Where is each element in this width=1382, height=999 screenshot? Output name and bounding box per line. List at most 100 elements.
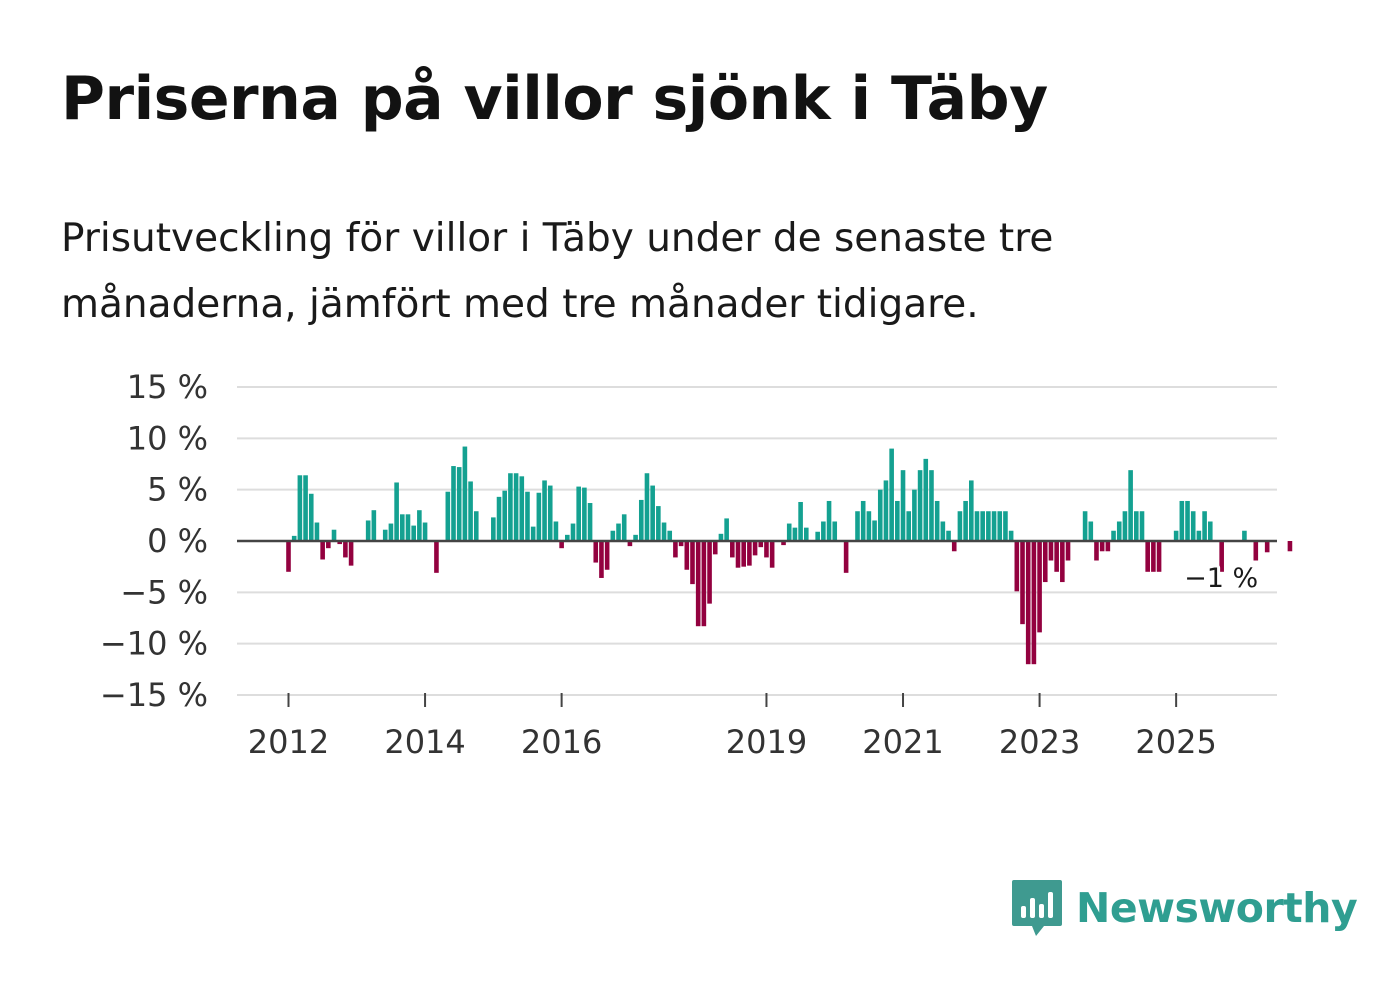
bar xyxy=(468,481,473,541)
bar xyxy=(1122,511,1128,541)
bar xyxy=(821,521,826,541)
bar xyxy=(337,541,343,545)
bar xyxy=(974,511,980,541)
bar xyxy=(297,475,303,541)
bar xyxy=(769,541,775,568)
bar xyxy=(1008,530,1014,541)
bar xyxy=(906,511,912,541)
bar xyxy=(417,510,422,541)
bar xyxy=(758,541,764,548)
bar xyxy=(326,541,331,549)
chart-subtitle: Prisutveckling för villor i Täby under d… xyxy=(61,216,1054,327)
bar xyxy=(815,531,820,541)
x-tick-label: 2021 xyxy=(862,723,943,761)
bar xyxy=(1037,541,1042,633)
bar xyxy=(638,499,644,541)
last-value-label: −1 % xyxy=(1184,563,1258,594)
bar xyxy=(502,490,508,541)
y-tick-label: 15 % xyxy=(127,368,208,406)
bar xyxy=(593,541,599,563)
bar xyxy=(934,500,940,541)
bar xyxy=(690,541,695,585)
bar xyxy=(508,473,513,541)
bar xyxy=(860,500,866,541)
bar xyxy=(872,520,877,541)
x-tick-label: 2025 xyxy=(1135,723,1216,761)
bar xyxy=(291,535,297,541)
bar xyxy=(707,541,712,604)
bar xyxy=(747,541,752,566)
bar xyxy=(991,511,997,541)
bar xyxy=(599,541,604,578)
bar xyxy=(1196,530,1202,541)
bar xyxy=(303,475,308,541)
bar xyxy=(917,470,923,541)
bar xyxy=(473,511,479,541)
bar xyxy=(1219,541,1224,572)
bar xyxy=(644,473,650,541)
bar xyxy=(957,511,963,541)
bar xyxy=(445,491,451,541)
bar xyxy=(1105,541,1111,552)
bar xyxy=(286,541,291,572)
bar xyxy=(582,487,587,541)
bar xyxy=(633,534,638,541)
bar xyxy=(1003,511,1008,541)
bar xyxy=(940,521,946,541)
bar xyxy=(434,541,439,573)
bar xyxy=(843,541,849,573)
bar xyxy=(678,541,684,547)
bar xyxy=(1111,530,1116,541)
bar xyxy=(764,541,769,558)
bar xyxy=(946,530,951,541)
bar xyxy=(661,522,667,541)
bar xyxy=(741,541,746,567)
bar xyxy=(1156,541,1162,572)
bar xyxy=(394,482,399,541)
bar xyxy=(667,530,673,541)
bar xyxy=(456,467,462,541)
bar xyxy=(1190,511,1196,541)
bar xyxy=(1048,541,1054,561)
bar xyxy=(712,541,718,555)
bar xyxy=(616,523,621,541)
bar xyxy=(1139,511,1145,541)
bar xyxy=(855,511,860,541)
bar xyxy=(1151,541,1156,572)
bar xyxy=(997,511,1003,541)
bar xyxy=(530,526,536,541)
bars xyxy=(286,446,1293,665)
y-tick-label: −15 % xyxy=(100,676,208,714)
bar xyxy=(1025,541,1031,665)
bar xyxy=(1065,541,1071,561)
bar xyxy=(650,485,655,541)
grid-lines xyxy=(237,386,1277,696)
bar xyxy=(1054,541,1059,572)
bar xyxy=(798,501,803,541)
bar xyxy=(320,541,325,560)
bar xyxy=(1116,521,1122,541)
y-tick-label: 0 % xyxy=(147,522,208,560)
bar xyxy=(343,541,348,558)
bar xyxy=(980,511,985,541)
bar xyxy=(889,448,894,541)
bar xyxy=(1179,500,1185,541)
bar xyxy=(718,533,724,541)
bar xyxy=(519,476,525,541)
bar xyxy=(1128,470,1133,541)
bar xyxy=(786,523,792,541)
bar xyxy=(570,523,576,541)
bar xyxy=(587,503,593,541)
bar xyxy=(923,458,929,541)
bar xyxy=(525,491,530,541)
bar xyxy=(553,521,559,541)
bar xyxy=(365,520,371,541)
bar xyxy=(308,493,314,541)
axes: 15 % 10 % 5 % 0 % −5 % −10 % −15 % 2012 2014 2016… xyxy=(100,368,1277,761)
bar xyxy=(963,500,968,541)
bar xyxy=(496,496,502,541)
bar xyxy=(826,500,832,541)
x-tick-label: 2019 xyxy=(726,723,807,761)
bar xyxy=(621,514,627,541)
bar xyxy=(951,541,957,552)
